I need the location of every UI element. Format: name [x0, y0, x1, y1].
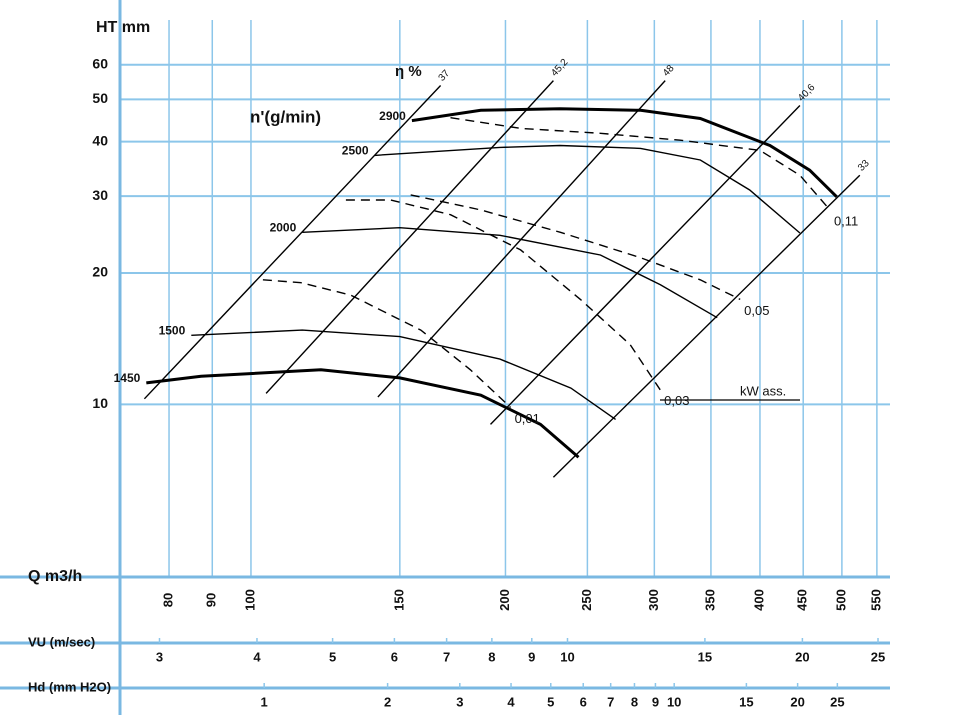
secondary-tick-label: 3 [456, 694, 463, 709]
efficiency-line [489, 105, 801, 425]
secondary-tick-label: 4 [507, 694, 515, 709]
secondary-tick-label: 15 [698, 649, 712, 664]
y-tick-label: 30 [92, 187, 108, 203]
x-tick-label: 400 [751, 589, 766, 611]
efficiency-line-label: 33 [856, 158, 872, 174]
secondary-tick-label: 1 [261, 694, 268, 709]
power-curve-label: 0,01 [515, 411, 540, 426]
power-curve [262, 279, 512, 409]
x-tick-label: 300 [646, 589, 661, 611]
efficiency-line-label: 40,6 [796, 82, 818, 104]
x-tick-label: 250 [579, 589, 594, 611]
speed-curve-label: 2900 [379, 109, 406, 123]
secondary-tick-label: 7 [443, 649, 450, 664]
secondary-tick-label: 6 [391, 649, 398, 664]
efficiency-line [552, 174, 861, 478]
x-tick-label: 80 [160, 593, 175, 607]
secondary-tick-label: 25 [830, 694, 844, 709]
secondary-tick-label: 5 [547, 694, 554, 709]
power-curve [410, 194, 741, 301]
x-tick-label: 450 [795, 589, 810, 611]
vu-axis-label: VU (m/sec) [28, 634, 95, 649]
secondary-tick-label: 6 [580, 694, 587, 709]
secondary-tick-label: 15 [739, 694, 753, 709]
y-axis-label: HT mm [96, 19, 150, 36]
efficiency-label: η % [395, 63, 422, 80]
y-tick-label: 40 [92, 132, 108, 148]
secondary-tick-label: 9 [528, 649, 535, 664]
efficiency-line [143, 85, 442, 400]
y-tick-label: 10 [92, 395, 108, 411]
efficiency-line [265, 80, 554, 394]
speed-curve [146, 368, 580, 459]
speed-curve-label: 1450 [114, 371, 141, 385]
x-axis-label: Q m3/h [28, 568, 82, 585]
power-curve [345, 199, 661, 391]
secondary-tick-label: 3 [156, 649, 163, 664]
x-tick-label: 150 [391, 589, 406, 611]
x-tick-label: 100 [242, 589, 257, 611]
speed-curve-label: 2500 [342, 144, 369, 158]
x-tick-label: 90 [204, 593, 219, 607]
power-curve-label: 0,05 [744, 303, 769, 318]
grid-layer [120, 20, 890, 577]
secondary-tick-label: 8 [488, 649, 495, 664]
power-curve [450, 117, 831, 211]
secondary-tick-label: 10 [560, 649, 574, 664]
secondary-tick-label: 5 [329, 649, 336, 664]
speed-curve-label: 2000 [270, 220, 297, 234]
x-tick-label: 200 [497, 589, 512, 611]
x-tick-label: 500 [833, 589, 848, 611]
speed-curve-label: 1500 [159, 323, 186, 337]
hd-axis-label: Hd (mm H2O) [28, 679, 111, 694]
secondary-tick-label: 4 [253, 649, 261, 664]
secondary-tick-label: 8 [631, 694, 638, 709]
speed-curve [191, 329, 617, 420]
y-tick-label: 60 [92, 56, 108, 72]
power-curve-label: 0,11 [834, 213, 858, 228]
power-curve-label: 0,03 [664, 393, 689, 408]
secondary-tick-label: 7 [607, 694, 614, 709]
secondary-tick-label: 9 [652, 694, 659, 709]
y-tick-label: 50 [92, 90, 108, 106]
speed-curve [302, 226, 718, 319]
secondary-tick-label: 10 [667, 694, 681, 709]
x-tick-label: 350 [702, 589, 717, 611]
power-label: kW ass. [740, 383, 786, 398]
speed-curve [411, 107, 838, 198]
y-tick-label: 20 [92, 264, 108, 280]
secondary-tick-label: 25 [871, 649, 885, 664]
efficiency-line-label: 37 [437, 68, 453, 84]
x-tick-label: 550 [868, 589, 883, 611]
secondary-tick-label: 20 [795, 649, 809, 664]
efficiency-line [377, 80, 666, 398]
secondary-tick-label: 2 [384, 694, 391, 709]
efficiency-line-label: 45,2 [549, 57, 571, 79]
secondary-tick-label: 20 [790, 694, 804, 709]
speed-curve [374, 144, 801, 234]
speed-label: n'(g/min) [250, 107, 321, 126]
